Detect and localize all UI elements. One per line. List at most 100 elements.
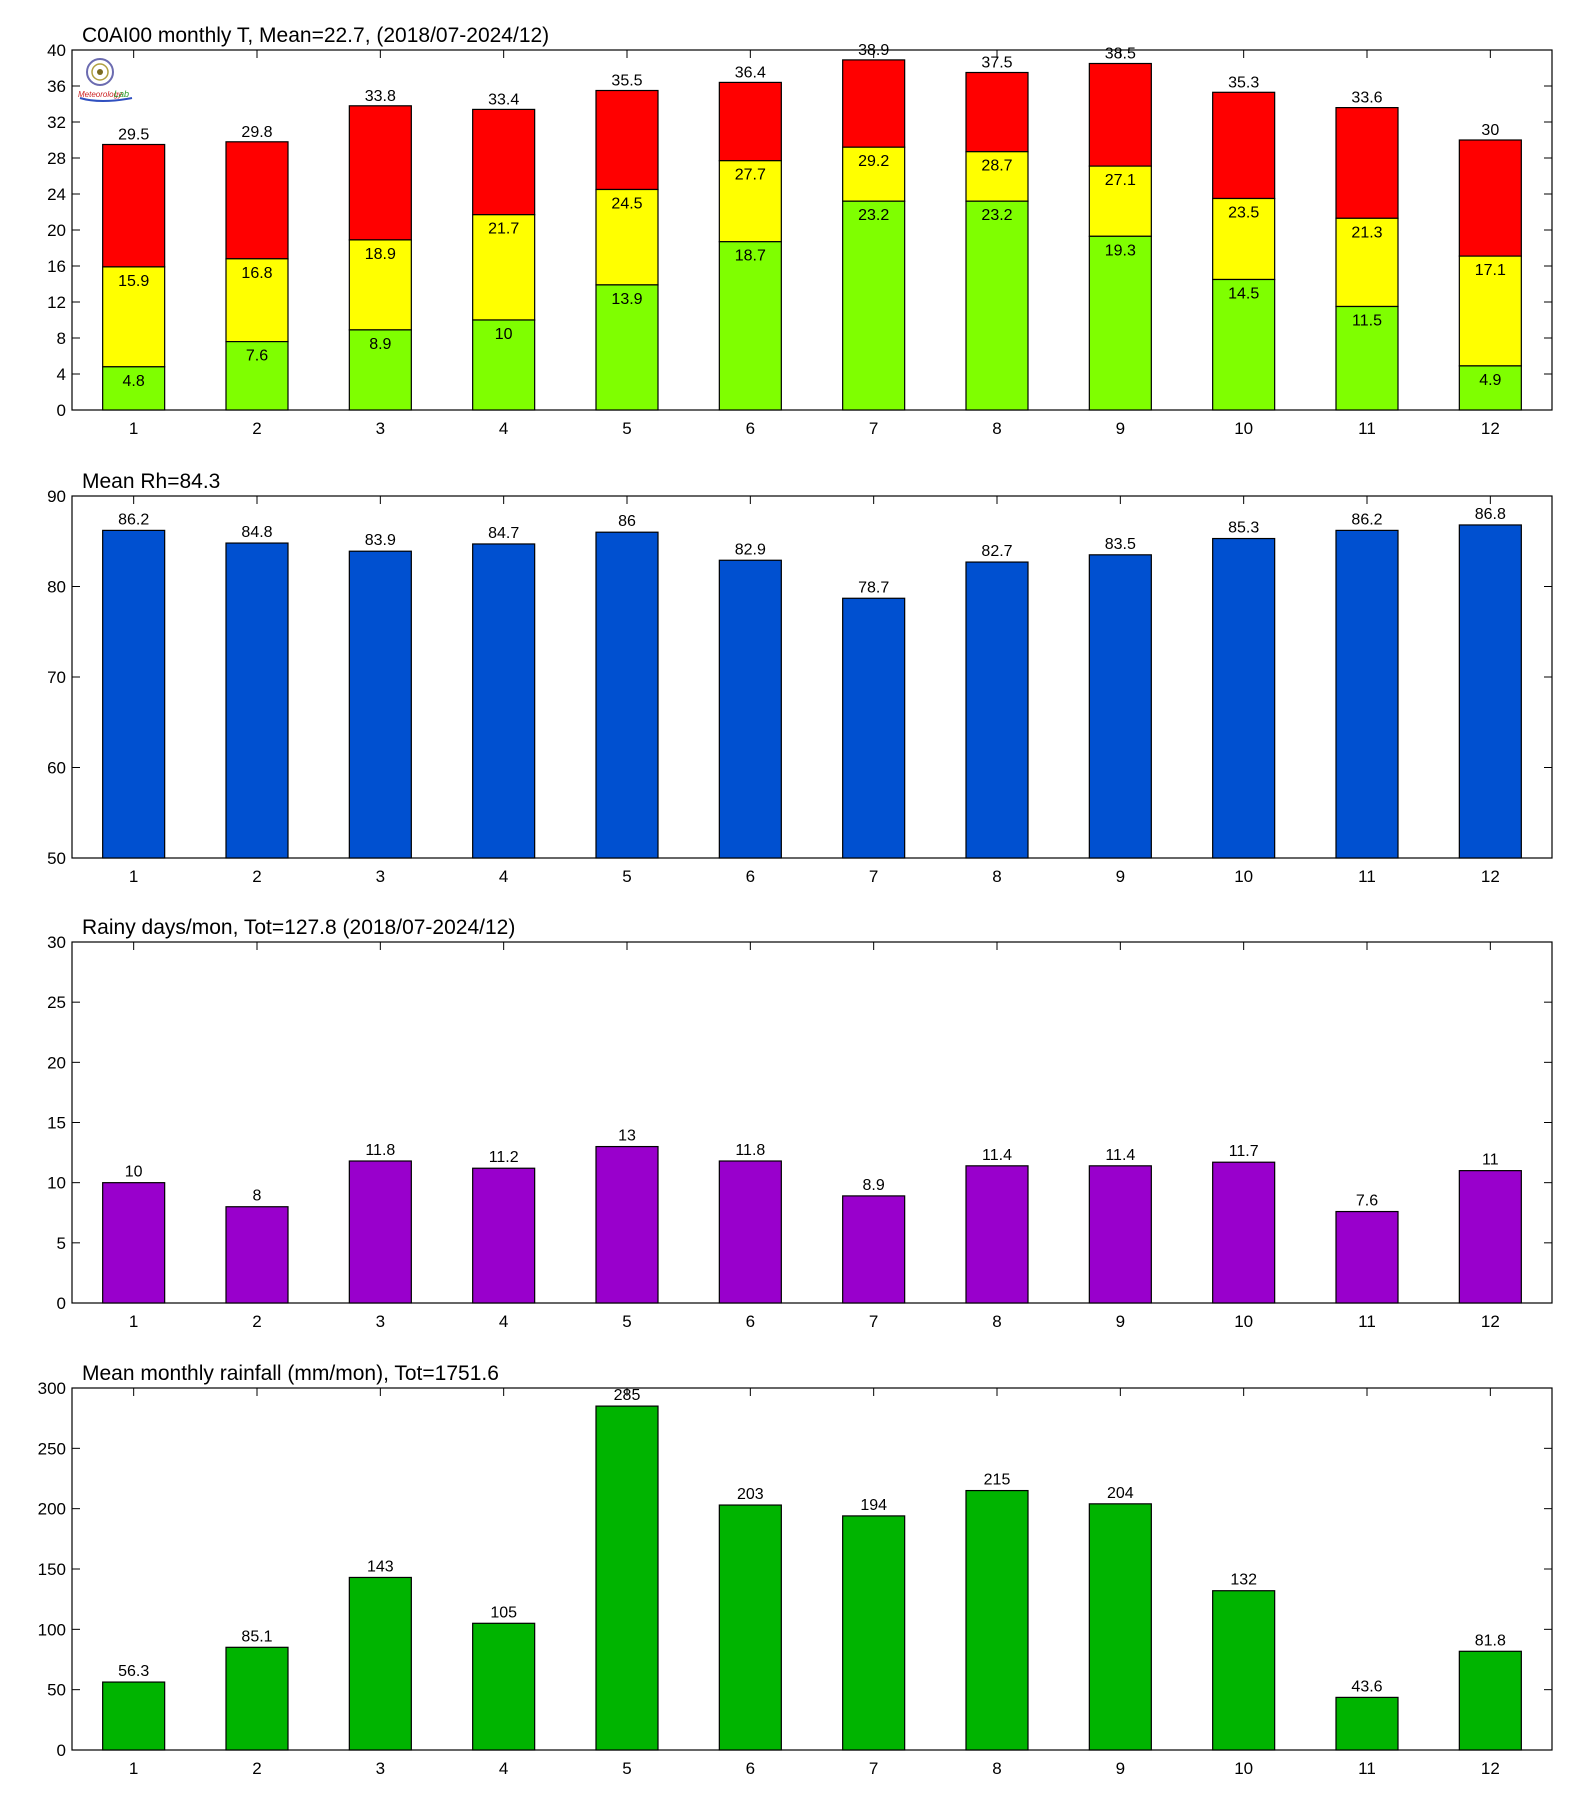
logo-swoosh	[79, 97, 133, 102]
bar	[965, 1165, 1029, 1304]
chart-title: Mean Rh=84.3	[82, 470, 220, 493]
y-tick-label: 16	[47, 257, 66, 276]
y-tick-label: 90	[47, 487, 66, 506]
bar	[225, 1206, 289, 1304]
data-label-mean: 24.5	[611, 196, 642, 213]
data-label: 10	[125, 1164, 143, 1181]
bar	[718, 1160, 782, 1304]
x-tick-label: 10	[1234, 867, 1253, 886]
y-tick-label: 8	[57, 329, 66, 348]
x-tick-label: 4	[499, 1312, 508, 1331]
data-label-min: 23.2	[858, 207, 889, 224]
data-label: 81.8	[1475, 1632, 1506, 1649]
chart-panel-1: C0AI00 monthly T, Mean=22.7, (2018/07-20…	[47, 24, 1553, 438]
bar-segment-max	[472, 108, 536, 216]
x-tick-label: 4	[499, 867, 508, 886]
bar	[472, 1622, 536, 1751]
bar	[1088, 1165, 1152, 1304]
bar	[102, 1182, 166, 1304]
x-tick-label: 4	[499, 1759, 508, 1778]
x-tick-label: 8	[992, 867, 1001, 886]
x-tick-label: 8	[992, 419, 1001, 438]
x-tick-label: 8	[992, 1759, 1001, 1778]
bar	[1335, 529, 1399, 859]
bar	[842, 1195, 906, 1304]
bar	[1458, 1170, 1522, 1304]
x-tick-label: 5	[622, 1759, 631, 1778]
x-tick-label: 2	[252, 1312, 261, 1331]
x-tick-label: 9	[1116, 419, 1125, 438]
data-label-min: 8.9	[369, 336, 391, 353]
y-tick-label: 4	[57, 365, 66, 384]
x-tick-label: 12	[1481, 1759, 1500, 1778]
y-tick-label: 24	[47, 185, 66, 204]
data-label: 194	[860, 1497, 887, 1514]
bar	[1335, 1210, 1399, 1304]
bar-segment-mean	[595, 188, 659, 286]
bar-segment-max	[1335, 106, 1399, 219]
x-tick-label: 11	[1358, 419, 1376, 438]
bar-segment-max	[225, 141, 289, 260]
x-tick-label: 2	[252, 1759, 261, 1778]
data-label-max: 35.5	[611, 73, 642, 90]
data-label: 285	[614, 1387, 641, 1404]
data-label: 82.7	[981, 543, 1012, 560]
axes-frame	[71, 49, 1553, 411]
x-tick-label: 9	[1116, 1312, 1125, 1331]
bar	[1212, 1161, 1276, 1304]
data-label: 86	[618, 513, 636, 530]
data-label-mean: 21.3	[1351, 224, 1382, 241]
data-label-min: 7.6	[246, 348, 268, 365]
x-tick-label: 8	[992, 1312, 1001, 1331]
data-label: 83.9	[365, 532, 396, 549]
x-tick-label: 6	[746, 867, 755, 886]
bar-segment-min	[1212, 278, 1276, 411]
x-tick-label: 3	[376, 1312, 385, 1331]
data-label: 56.3	[118, 1663, 149, 1680]
axes-frame	[71, 941, 1553, 1304]
data-label-min: 18.7	[735, 248, 766, 265]
bar	[842, 1515, 906, 1751]
bar	[595, 1145, 659, 1304]
y-tick-label: 25	[47, 993, 66, 1012]
bar	[595, 1405, 659, 1751]
data-label-min: 14.5	[1228, 286, 1259, 303]
y-tick-label: 12	[47, 293, 66, 312]
x-tick-label: 3	[376, 419, 385, 438]
bar	[1088, 554, 1152, 859]
data-label-mean: 27.1	[1105, 172, 1136, 189]
bar-segment-max	[842, 59, 906, 148]
y-tick-label: 50	[47, 1681, 66, 1700]
data-label: 204	[1107, 1485, 1134, 1502]
chart-panel-4: Mean monthly rainfall (mm/mon), Tot=1751…	[38, 1362, 1553, 1778]
x-tick-label: 1	[129, 1312, 138, 1331]
bar-segment-min	[1458, 365, 1522, 411]
bar-segment-min	[595, 284, 659, 411]
data-label-max: 30	[1481, 122, 1499, 139]
data-label: 84.8	[241, 524, 272, 541]
bar-segment-min	[102, 366, 166, 411]
y-tick-label: 300	[38, 1379, 66, 1398]
x-tick-label: 11	[1358, 867, 1376, 886]
bar-segment-mean	[472, 214, 536, 321]
bar-segment-mean	[1458, 255, 1522, 367]
x-tick-label: 4	[499, 419, 508, 438]
bar-segment-min	[225, 341, 289, 411]
data-label-min: 13.9	[611, 291, 642, 308]
logo-seal-inner	[91, 63, 109, 81]
logo-seal-center	[97, 69, 103, 75]
y-tick-label: 70	[47, 668, 66, 687]
x-tick-label: 7	[869, 867, 878, 886]
bar	[225, 1646, 289, 1751]
bar	[1212, 537, 1276, 859]
y-tick-label: 10	[47, 1174, 66, 1193]
axes-frame	[71, 1387, 1553, 1751]
bar-segment-max	[102, 143, 166, 268]
data-label: 86.2	[118, 511, 149, 528]
y-tick-label: 0	[57, 1294, 66, 1313]
x-tick-label: 12	[1481, 419, 1500, 438]
bar-segment-max	[1458, 139, 1522, 257]
data-label: 85.3	[1228, 520, 1259, 537]
